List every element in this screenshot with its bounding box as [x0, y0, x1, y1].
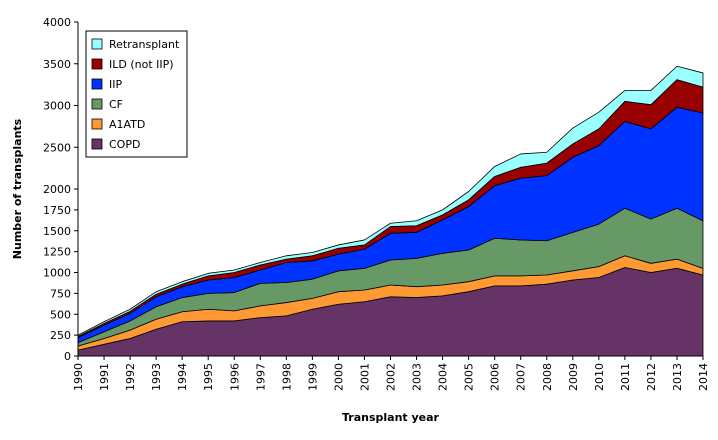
- y-tick-label: 2000: [43, 183, 71, 196]
- x-tick-label: 1998: [280, 363, 293, 391]
- area-series-group: [77, 65, 704, 357]
- x-tick-label: 1994: [176, 363, 189, 391]
- x-tick-label: 1996: [228, 363, 241, 391]
- x-tick-label: 2010: [593, 363, 606, 391]
- x-tick-label: 2002: [385, 363, 398, 391]
- y-axis-ticks: 0 250 500 750 1000 1250 1500 1750 2000 2500 3000 35…: [43, 16, 78, 363]
- x-tick-label: 1990: [72, 363, 85, 391]
- legend-swatch-copd: [91, 138, 103, 150]
- x-tick-label: 2013: [671, 363, 684, 391]
- y-tick-label: 0: [64, 350, 71, 363]
- x-tick-label: 1999: [306, 363, 319, 391]
- legend-label-retransplant: Retransplant: [109, 38, 180, 51]
- area-retransplant: [77, 65, 704, 337]
- x-tick-label: 2000: [332, 363, 345, 391]
- legend-box: [85, 30, 188, 158]
- y-tick-label: 4000: [43, 16, 71, 29]
- y-tick-label: 1500: [43, 225, 71, 238]
- x-tick-label: 2004: [437, 363, 450, 391]
- x-tick-label: 2012: [645, 363, 658, 391]
- legend: Retransplant ILD (not IIP) IIP CF A1ATD COPD: [85, 30, 188, 158]
- y-tick-label: 2500: [43, 141, 71, 154]
- y-tick-label: 1000: [43, 267, 71, 280]
- legend-label-cf: CF: [109, 98, 123, 111]
- x-tick-label: 2011: [619, 363, 632, 391]
- y-axis-title: Number of transplants: [11, 118, 24, 259]
- x-tick-label: 2003: [411, 363, 424, 391]
- x-tick-label: 2006: [489, 363, 502, 391]
- legend-swatch-a1atd: [91, 118, 103, 130]
- y-tick-label: 1750: [43, 204, 71, 217]
- x-axis-ticks: 1990 1991 1992 1993 1994 1995 1996 1997 1998 1999…: [72, 356, 710, 391]
- legend-label-ild-not-iip: ILD (not IIP): [109, 58, 174, 71]
- y-tick-label: 750: [50, 287, 71, 300]
- y-tick-label: 500: [50, 308, 71, 321]
- x-tick-label: 2009: [567, 363, 580, 391]
- x-tick-label: 2005: [463, 363, 476, 391]
- x-tick-label: 2014: [697, 363, 710, 391]
- legend-swatch-retransplant: [91, 38, 103, 50]
- x-tick-label: 2007: [515, 363, 528, 391]
- x-axis-title: Transplant year: [342, 411, 440, 424]
- y-tick-label: 3500: [43, 58, 71, 71]
- x-tick-label: 2008: [541, 363, 554, 391]
- x-tick-label: 2001: [358, 363, 371, 391]
- y-tick-label: 1250: [43, 246, 71, 259]
- y-tick-label: 3000: [43, 100, 71, 113]
- legend-swatch-iip: [91, 78, 103, 90]
- legend-label-a1atd: A1ATD: [109, 118, 145, 131]
- x-tick-label: 1991: [98, 363, 111, 391]
- legend-swatch-ild-not-iip: [91, 58, 103, 70]
- legend-swatch-cf: [91, 98, 103, 110]
- legend-label-iip: IIP: [109, 78, 122, 91]
- x-tick-label: 1997: [254, 363, 267, 391]
- x-tick-label: 1995: [202, 363, 215, 391]
- x-tick-label: 1992: [124, 363, 137, 391]
- legend-label-copd: COPD: [109, 138, 140, 151]
- y-tick-label: 250: [50, 329, 71, 342]
- x-tick-label: 1993: [150, 363, 163, 391]
